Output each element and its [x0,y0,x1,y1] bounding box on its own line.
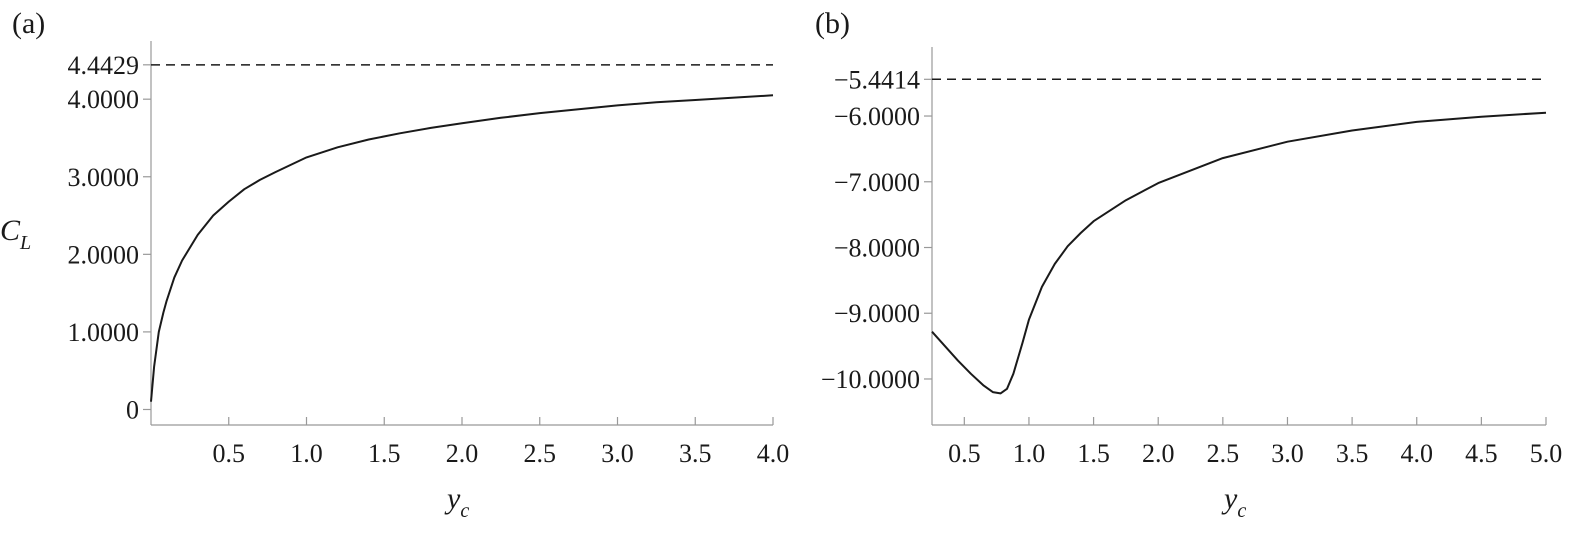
panel-a-y-tick-label: 4.4429 [68,51,140,80]
panel-b-series-line [931,111,1547,395]
panel-a-series [150,94,774,402]
panel-a-y-ticks: 0 1.0000 2.0000 3.0000 4.0000 4.4429 [68,51,151,424]
panel-a-y-tick-label: 4.0000 [68,85,140,114]
panel-b-x-tick-label: 4.0 [1400,439,1433,468]
panel-b-x-tick-label: 2.0 [1142,439,1175,468]
panel-a-y-axis-subscript: L [19,232,31,254]
panel-b-x-axis-symbol: y [1221,482,1238,515]
panel-a-x-ticks: 0.5 1.0 1.5 2.0 2.5 3.0 3.5 4.0 [213,417,790,468]
panel-a-y-axis-title: CL [0,214,31,254]
panel-a-x-tick-label: 1.0 [290,439,323,468]
panel-b-x-tick-label: 1.0 [1013,439,1046,468]
panel-a-x-axis-symbol: y [444,482,461,515]
panel-a-y-tick-label: 1.0000 [68,318,140,347]
panel-b-axes [931,47,1546,426]
panel-a-x-tick-label: 3.0 [601,439,634,468]
panel-b-y-tick-label: −6.0000 [834,102,920,131]
panel-b-x-tick-label: 5.0 [1530,439,1563,468]
panel-a-y-tick-label: 2.0000 [68,240,140,269]
panel-b-x-ticks: 0.5 1.0 1.5 2.0 2.5 3.0 3.5 4.0 4.5 5.0 [948,417,1562,468]
panel-a-x-tick-label: 2.5 [524,439,557,468]
panel-b-label: (b) [815,7,850,40]
panel-a-y-axis-symbol: C [0,214,21,247]
panel-b-y-tick-label: −5.4414 [834,65,920,94]
panel-a-x-tick-label: 3.5 [679,439,712,468]
panel-b-x-axis-title: yc [1221,482,1246,522]
panel-a-x-tick-label: 1.5 [368,439,401,468]
panel-b-x-tick-label: 3.0 [1271,439,1304,468]
panel-b-y-tick-label: −9.0000 [834,299,920,328]
panel-a-series-line [150,94,774,402]
panel-b-y-tick-label: −7.0000 [834,168,920,197]
panel-b-x-tick-label: 1.5 [1077,439,1110,468]
panel-b: (b) −10.0000 −9.0000 −8.0000 −7.0000 −6.0000… [815,7,1562,522]
panel-a-x-axis-title: yc [444,482,469,522]
panel-a-x-axis-subscript: c [460,500,469,522]
panel-a-axes [150,41,773,426]
panel-b-y-tick-label: −10.0000 [821,365,920,394]
panel-a-x-tick-label: 4.0 [757,439,790,468]
panel-b-y-tick-label: −8.0000 [834,234,920,263]
panel-a-label: (a) [12,7,45,40]
panel-a-y-tick-label: 0 [126,395,139,424]
panel-b-x-axis-subscript: c [1237,500,1246,522]
panel-b-x-tick-label: 4.5 [1465,439,1498,468]
panel-a-y-tick-label: 3.0000 [68,163,140,192]
panel-b-y-ticks: −10.0000 −9.0000 −8.0000 −7.0000 −6.0000 −5.4… [821,65,932,394]
panel-b-x-tick-label: 2.5 [1207,439,1240,468]
panel-b-series [931,111,1547,395]
panel-a-x-tick-label: 2.0 [446,439,479,468]
panel-a: (a) 0 1.0000 2.0000 3.0000 4.0000 4.4429 0.5 1… [0,7,789,522]
panel-a-x-tick-label: 0.5 [213,439,246,468]
panel-b-x-tick-label: 0.5 [948,439,981,468]
panel-b-x-tick-label: 3.5 [1336,439,1369,468]
